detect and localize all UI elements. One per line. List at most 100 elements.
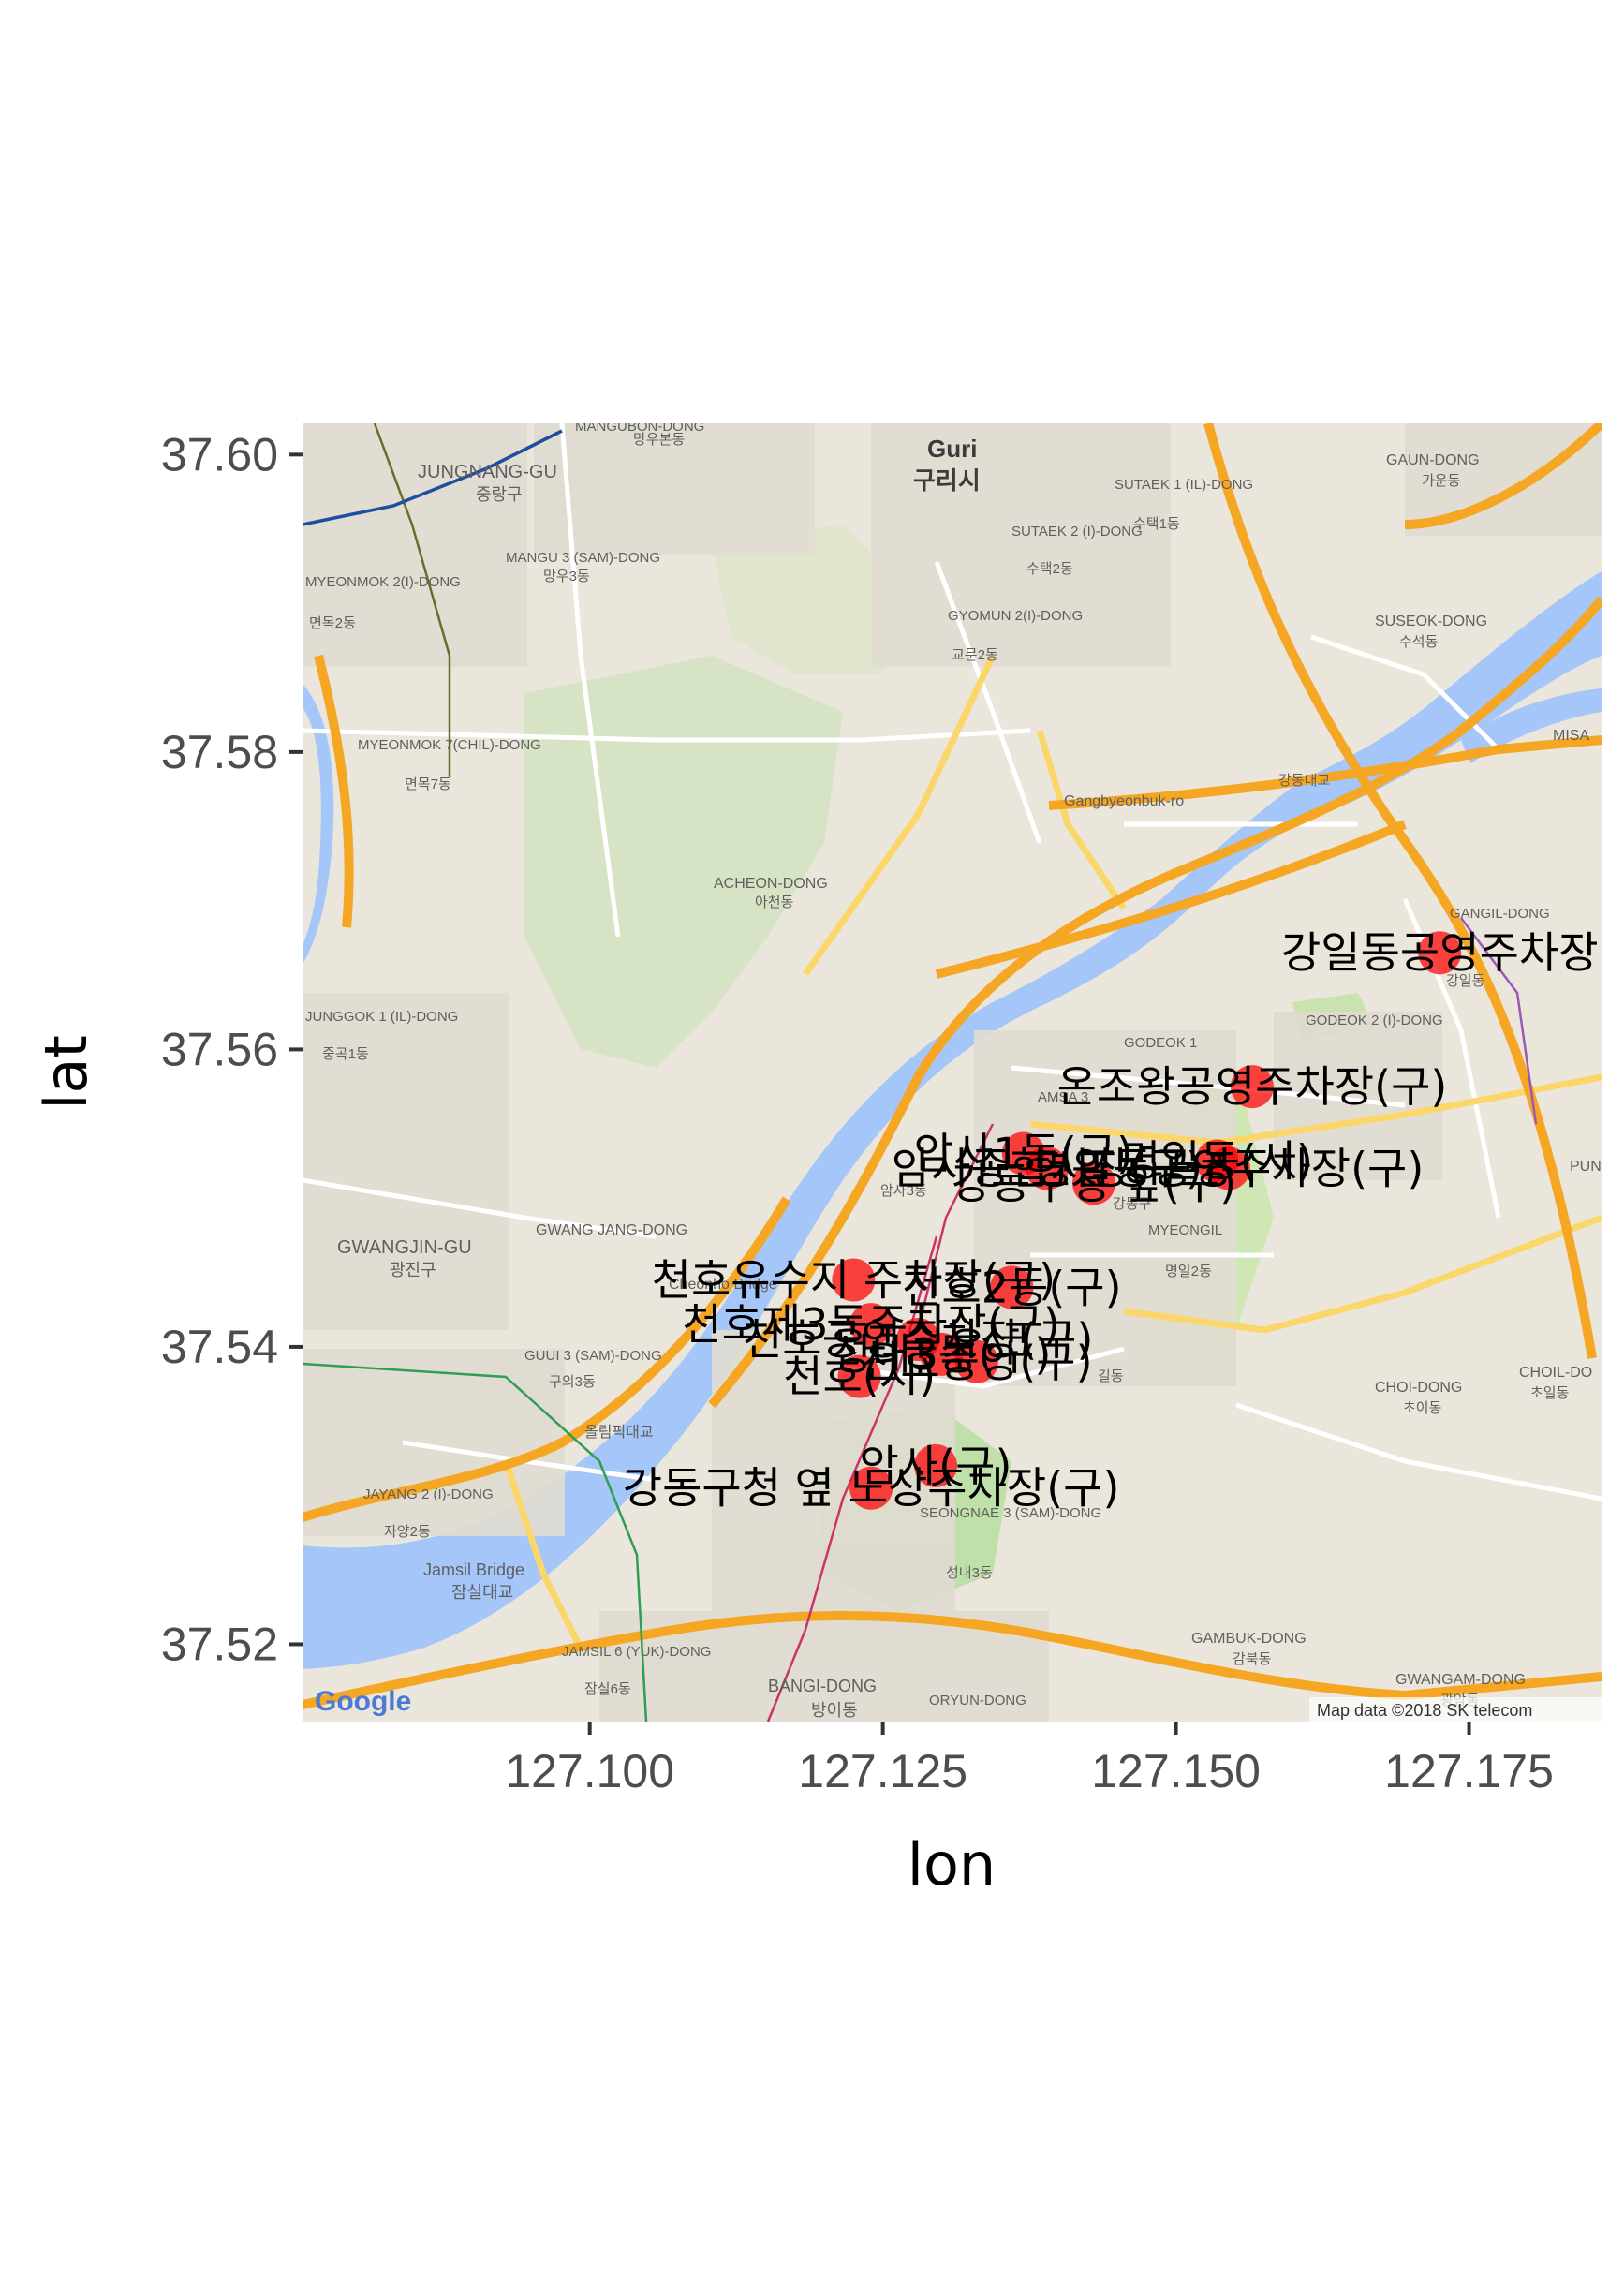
parking-lot-point — [1025, 1146, 1069, 1190]
x-axis: 127.100 127.125 127.150 127.175 — [505, 1722, 1554, 1797]
x-tick-label: 127.100 — [505, 1745, 674, 1797]
highways — [303, 423, 1602, 1709]
map-label: 길동 — [1098, 1368, 1124, 1384]
x-tick-label: 127.150 — [1091, 1745, 1261, 1797]
parking-lot-label: 천호(시) — [783, 1352, 936, 1402]
map-label: 수택2동 — [1026, 561, 1073, 577]
map-label: 잠실대교 — [451, 1583, 513, 1602]
map-label: GAMBUK-DONG — [1191, 1631, 1307, 1647]
parking-lot-label: 암사1동(구) — [914, 1129, 1133, 1179]
y-tick-label: 37.54 — [161, 1321, 278, 1373]
map-label: 강일동 — [1446, 973, 1485, 989]
map-label: 강동대교 — [1278, 773, 1330, 789]
map-label: MISA — [1553, 728, 1589, 744]
map-label: GWANG JANG-DONG — [536, 1222, 687, 1238]
map-label: 중곡1동 — [322, 1046, 369, 1062]
map-label: 자양2동 — [384, 1524, 431, 1540]
jungnang-stream — [303, 684, 334, 965]
x-tick-label: 127.125 — [798, 1745, 967, 1797]
map-label: 구의3동 — [549, 1374, 596, 1390]
map-label: CHOIL-DO — [1519, 1365, 1592, 1381]
map-label: 수택1동 — [1133, 516, 1180, 532]
map-label: 면목2동 — [309, 615, 356, 631]
parking-lot-label: 암사종합시장(구) — [892, 1143, 1203, 1193]
map-label: 감북동 — [1233, 1651, 1272, 1667]
y-axis: 37.52 37.54 37.56 37.58 37.60 — [161, 428, 303, 1670]
map-label: 망우3동 — [543, 569, 590, 584]
map-label: AMSA 3 — [1038, 1089, 1088, 1105]
map-label: 면목7동 — [405, 776, 451, 792]
map-label: GWANGJIN-GU — [337, 1237, 472, 1258]
map-label: PUN — [1570, 1159, 1602, 1175]
map-label: Guri — [927, 435, 977, 463]
y-tick-label: 37.60 — [161, 428, 278, 481]
points-layer — [832, 931, 1462, 1510]
map-label: MANGUBON-DONG — [575, 419, 704, 435]
parking-lot-point — [1230, 1065, 1274, 1109]
google-logo: Google — [315, 1686, 411, 1717]
parking-lot-label: 천호2동(구) — [902, 1262, 1121, 1312]
parking-lot-point — [1418, 931, 1462, 975]
parking-lot-point — [1206, 1146, 1250, 1190]
map-label: GYOMUN 2(I)-DONG — [948, 608, 1083, 624]
map-label: 초일동 — [1530, 1385, 1570, 1401]
map-label: 초이동 — [1403, 1400, 1442, 1416]
map-label: 아천동 — [755, 895, 794, 910]
parking-lot-point — [849, 1466, 893, 1510]
map-label: JAMSIL 6 (YUK)-DONG — [562, 1644, 711, 1660]
parking-lot-point — [832, 1258, 876, 1302]
map-label: CHOI-DONG — [1375, 1380, 1462, 1396]
map-label: ORYUN-DONG — [929, 1693, 1026, 1708]
map-label: 강동구 — [1113, 1196, 1151, 1212]
parking-lot-label: 천호유수지 주차장(구) — [652, 1254, 1056, 1305]
parking-lot-label: 명일동(시) — [1121, 1135, 1313, 1186]
map-label: JAYANG 2 (I)-DONG — [363, 1486, 494, 1502]
map-label: 망우본동 — [633, 432, 685, 448]
parking-lot-label: 온조왕공영주차장(구) — [1057, 1061, 1448, 1112]
map-label: MYEONMOK 2(I)-DONG — [305, 574, 461, 590]
x-tick-label: 127.175 — [1384, 1745, 1554, 1797]
han-river — [303, 571, 1602, 1669]
forest-area — [524, 656, 843, 1068]
map-label: 잠실6동 — [584, 1681, 631, 1697]
map-label: GODEOK 1 — [1124, 1035, 1197, 1051]
parking-lot-point — [849, 1303, 893, 1347]
parking-lot-label: 암사(구) — [860, 1441, 1012, 1491]
parking-lot-label: 천호중앙(구) — [861, 1337, 1093, 1387]
parking-lot-point — [837, 1354, 881, 1398]
parking-lot-point — [913, 1443, 957, 1487]
parking-lot-label: 강동구청 앞(구) — [952, 1158, 1236, 1208]
map-label: GWANGAM-DONG — [1395, 1672, 1526, 1688]
map-label: ACHEON-DONG — [714, 876, 828, 892]
map-label: BANGI-DONG — [768, 1677, 877, 1695]
y-tick-label: 37.56 — [161, 1023, 278, 1075]
map-label: 올림픽대교 — [584, 1424, 654, 1441]
parking-lot-label: 명일동공영주차장(구) — [1034, 1143, 1425, 1193]
map-label: Cheonho Bridge — [669, 1277, 777, 1293]
map-label: 명일2동 — [1165, 1264, 1212, 1279]
map-label: Jamsil Bridge — [423, 1560, 524, 1579]
map-label: GODEOK 2 (I)-DONG — [1306, 1013, 1443, 1028]
arterial-roads — [502, 654, 1602, 1650]
parking-lot-point — [954, 1339, 998, 1383]
parking-lot-label: 성내3동(구) — [832, 1329, 1051, 1380]
map-label: JUNGGOK 1 (IL)-DONG — [305, 1009, 458, 1025]
map-label: SUTAEK 1 (IL)-DONG — [1115, 477, 1253, 493]
parking-lot-point — [990, 1265, 1034, 1309]
map-label: MYEONMOK 7(CHIL)-DONG — [358, 737, 541, 753]
map-label: GANGIL-DONG — [1450, 906, 1550, 922]
map-label: 광진구 — [390, 1261, 436, 1279]
parking-lot-point — [920, 1332, 964, 1376]
map-label: 교문2동 — [952, 647, 998, 663]
map-label: MANGU 3 (SAM)-DONG — [506, 550, 660, 566]
parking-lot-label: 강동구청 옆 노상주차장(구) — [623, 1463, 1120, 1514]
map-tiles: Guri 구리시 JUNGNANG-GU 중랑구 GWANGJIN-GU 광진구… — [303, 419, 1602, 1722]
attribution-background — [1309, 1697, 1602, 1722]
map-label: MYEONGIL — [1148, 1222, 1222, 1238]
map-label: SEONGNAE 3 (SAM)-DONG — [920, 1505, 1101, 1521]
map-label: JUNGNANG-GU — [418, 462, 557, 482]
map-label: 성내3동 — [946, 1565, 993, 1581]
parking-lot-label: 천호공영주차장(구) — [743, 1314, 1093, 1365]
map-label: SUSEOK-DONG — [1375, 614, 1487, 629]
